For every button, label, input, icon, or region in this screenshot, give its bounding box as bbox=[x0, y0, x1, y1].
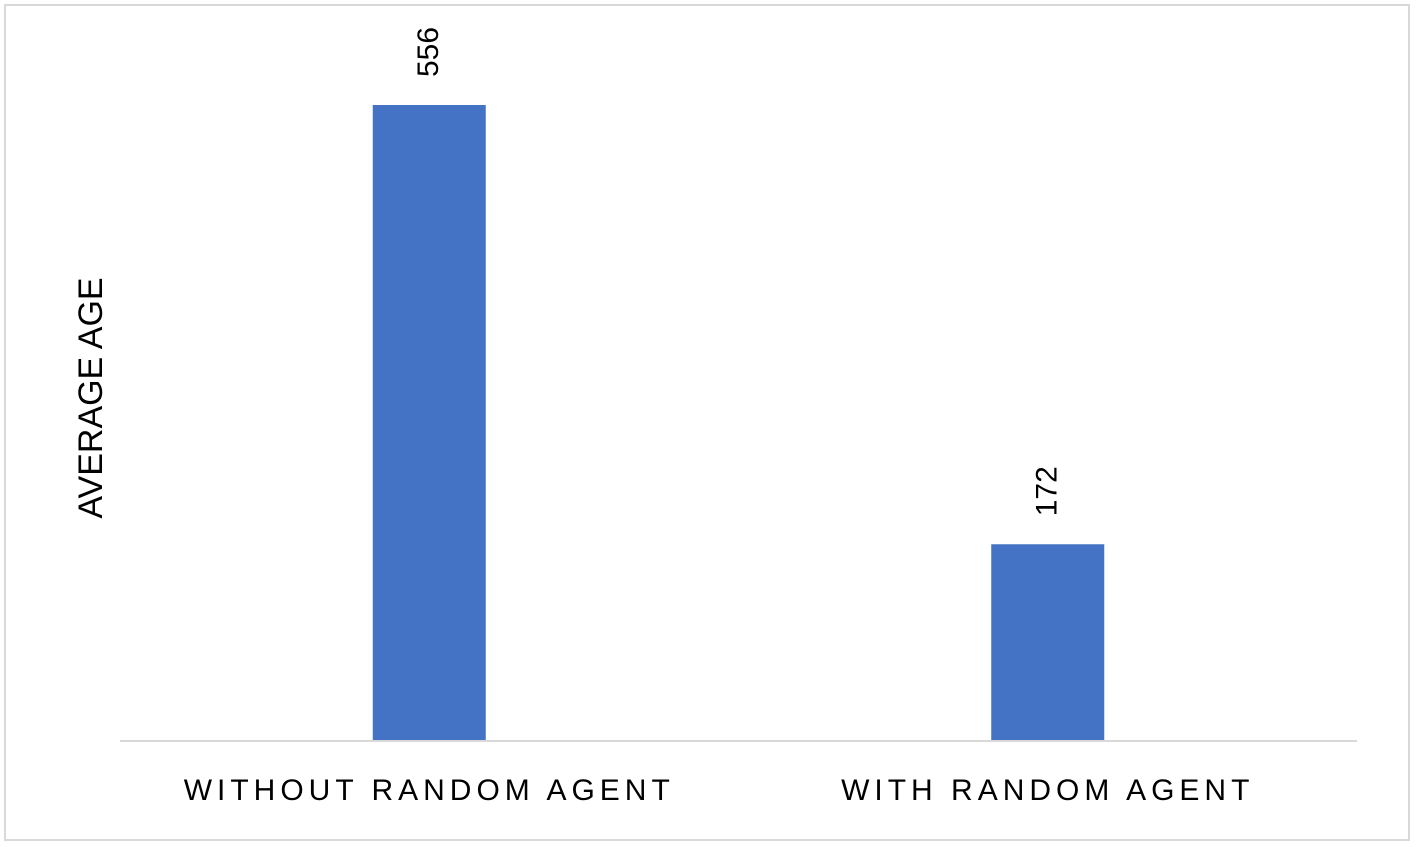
bar-2 bbox=[991, 544, 1105, 741]
chart-frame bbox=[4, 4, 1410, 841]
x-tick-labels-group: WITHOUT RANDOM AGENT WITH RANDOM AGENT bbox=[184, 774, 1254, 807]
data-label-1: 556 bbox=[412, 27, 445, 77]
x-tick-label-1: WITHOUT RANDOM AGENT bbox=[184, 774, 675, 807]
x-tick-label-2: WITH RANDOM AGENT bbox=[841, 774, 1254, 807]
y-axis-label: AVERAGE AGE bbox=[72, 277, 110, 518]
bars-group bbox=[372, 105, 1105, 741]
bar-1 bbox=[372, 105, 486, 741]
data-label-2: 172 bbox=[1031, 466, 1064, 516]
data-labels-group: 556 172 bbox=[412, 27, 1064, 516]
